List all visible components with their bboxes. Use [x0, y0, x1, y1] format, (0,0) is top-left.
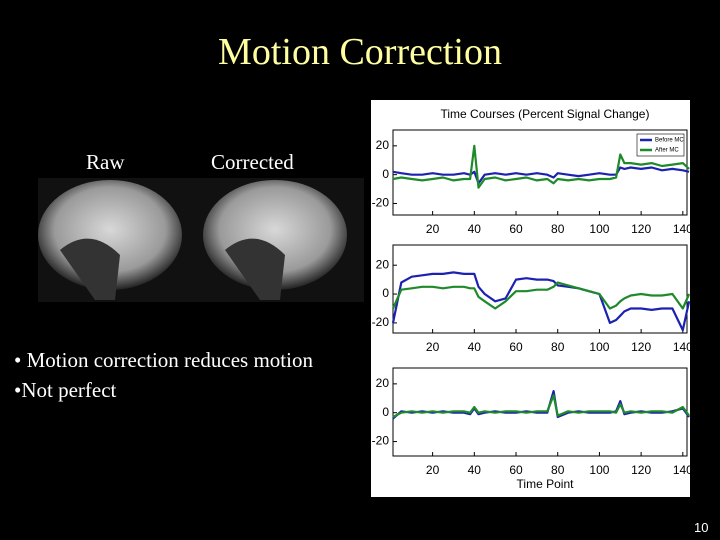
- brain-image: [198, 178, 364, 302]
- brain-image: [38, 178, 198, 302]
- x-tick-label: 140: [673, 340, 693, 354]
- y-tick-label: 0: [382, 405, 389, 419]
- x-tick-label: 20: [426, 340, 440, 354]
- x-tick-label: 120: [631, 340, 651, 354]
- legend-label: Before MC: [655, 138, 684, 144]
- y-tick-label: -20: [372, 196, 390, 210]
- x-tick-label: 140: [673, 222, 693, 236]
- x-tick-label: 120: [631, 463, 651, 477]
- x-tick-label: 60: [509, 463, 523, 477]
- x-tick-label: 40: [468, 222, 482, 236]
- y-tick-label: -20: [372, 315, 390, 329]
- image-label: Corrected: [211, 150, 294, 174]
- series-line: [392, 394, 690, 418]
- y-tick-label: 20: [376, 257, 390, 271]
- slide-title: Motion Correction: [218, 31, 502, 73]
- x-tick-label: 40: [468, 340, 482, 354]
- chart-title: Time Courses (Percent Signal Change): [441, 107, 650, 121]
- x-tick-label: 100: [589, 340, 609, 354]
- x-tick-label: 100: [589, 463, 609, 477]
- x-tick-label: 100: [589, 222, 609, 236]
- x-tick-label: 140: [673, 463, 693, 477]
- bullet: • Motion correction reduces motion: [14, 348, 313, 372]
- series-line: [392, 166, 690, 185]
- x-tick-label: 20: [426, 222, 440, 236]
- legend-label: After MC: [655, 148, 679, 154]
- bullet: •Not perfect: [14, 378, 117, 402]
- x-tick-label: 80: [551, 463, 565, 477]
- x-tick-label: 40: [468, 463, 482, 477]
- x-tick-label: 20: [426, 463, 440, 477]
- y-tick-label: 0: [382, 167, 389, 181]
- y-tick-label: 0: [382, 286, 389, 300]
- x-tick-label: 80: [551, 340, 565, 354]
- series-line: [391, 271, 691, 332]
- series-line: [392, 144, 690, 189]
- y-tick-label: -20: [372, 434, 390, 448]
- x-tick-label: 60: [509, 340, 523, 354]
- x-axis-label: Time Point: [517, 477, 575, 491]
- image-label: Raw: [86, 150, 125, 174]
- page-number: 10: [694, 520, 709, 535]
- x-tick-label: 80: [551, 222, 565, 236]
- x-tick-label: 60: [509, 222, 523, 236]
- y-tick-label: 20: [376, 138, 390, 152]
- x-tick-label: 120: [631, 222, 651, 236]
- series-line: [391, 281, 691, 310]
- y-tick-label: 20: [376, 376, 390, 390]
